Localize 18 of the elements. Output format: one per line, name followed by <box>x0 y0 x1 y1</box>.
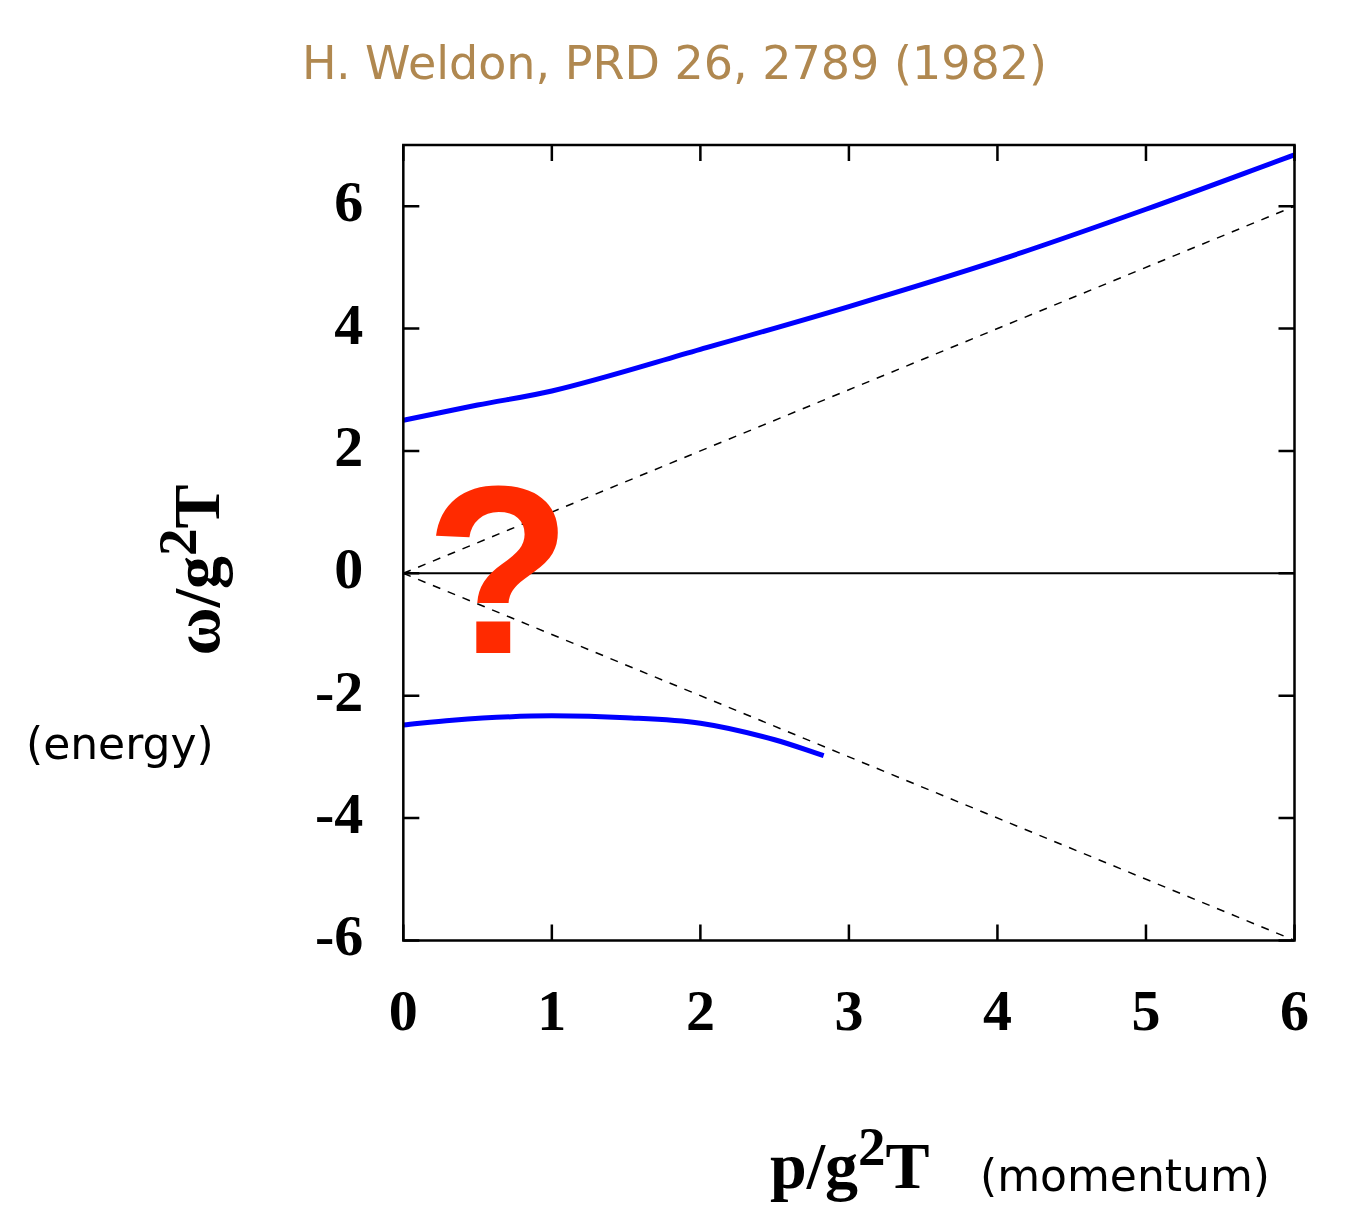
y-tick-label: 6 <box>334 169 364 235</box>
y-tick-label: 0 <box>334 536 364 602</box>
x-axis-title: p/g$^{2}$T <box>770 1115 930 1204</box>
text: (energy) <box>26 718 214 769</box>
y-tick-label: -2 <box>314 658 364 724</box>
x-tick-label: 2 <box>685 978 715 1044</box>
text: (momentum) <box>980 1150 1270 1201</box>
x-tick-label: 4 <box>982 978 1012 1044</box>
chart-title: H. Weldon, PRD 26, 2789 (1982) <box>301 36 1048 90</box>
y-tick-label: 2 <box>334 413 364 479</box>
x-tick-label: 1 <box>537 978 567 1044</box>
y-tick-label: -4 <box>314 781 364 847</box>
x-tick-label: 6 <box>1280 978 1309 1044</box>
x-tick-label: 3 <box>834 978 864 1044</box>
y-tick-label: -6 <box>314 903 364 969</box>
y-tick-label: 4 <box>334 291 364 357</box>
x-tick-label: 0 <box>388 978 418 1044</box>
x-tick-label: 5 <box>1131 978 1161 1044</box>
